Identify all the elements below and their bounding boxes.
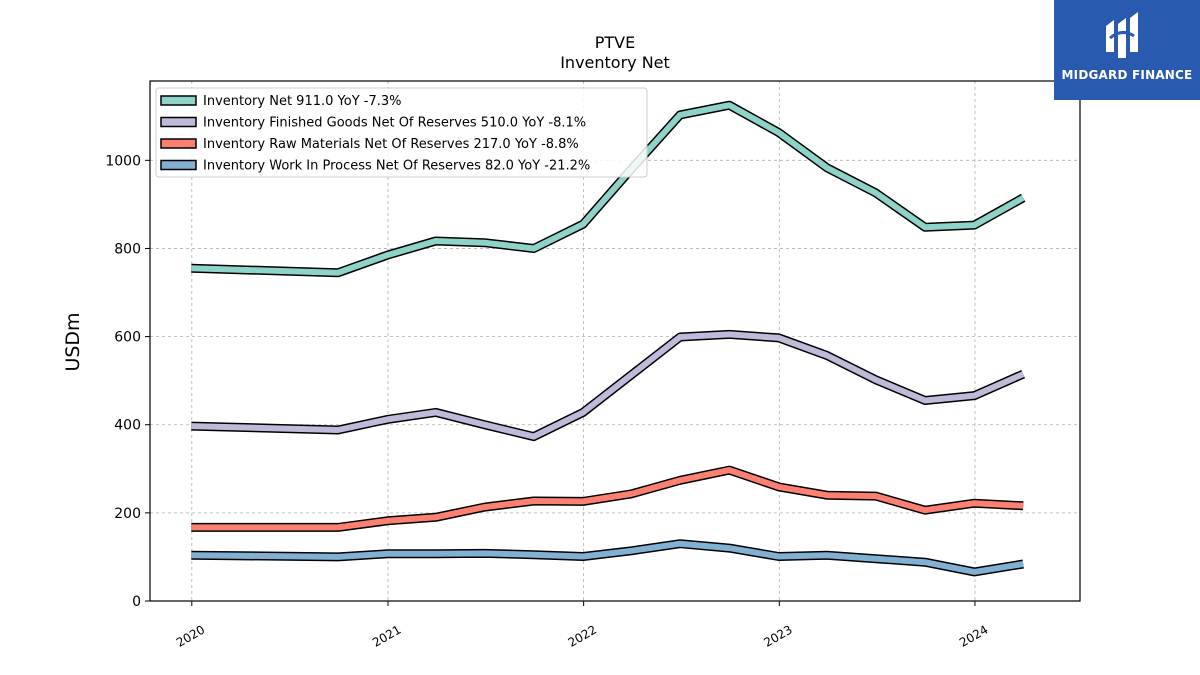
axes: 0 200 400 600 800 1000 2020 2021 2022 2023 2024 xyxy=(105,153,990,650)
legend-label: Inventory Finished Goods Net Of Reserves… xyxy=(203,116,586,131)
y-tick-label: 1000 xyxy=(105,153,141,169)
legend-swatch xyxy=(160,116,197,128)
legend-swatch xyxy=(160,159,197,171)
series-outline-1 xyxy=(191,329,1026,442)
legend-label: Inventory Net 911.0 YoY -7.3% xyxy=(203,94,402,109)
y-tick-label: 0 xyxy=(132,594,141,610)
x-tick-label: 2020 xyxy=(174,622,207,649)
legend-swatch xyxy=(160,138,197,149)
y-tick-label: 800 xyxy=(114,241,141,257)
x-tick-label: 2022 xyxy=(566,622,599,649)
legend: Inventory Net 911.0 YoY -7.3% Inventory F… xyxy=(155,87,648,178)
x-tick-label: 2023 xyxy=(761,622,794,649)
series-lines xyxy=(191,100,1026,577)
series-line-2 xyxy=(191,467,1024,531)
x-tick-label: 2024 xyxy=(957,622,990,649)
logo-text: MIDGARD FINANCE xyxy=(1061,68,1193,82)
legend-swatch xyxy=(160,95,197,106)
brand-logo: MIDGARD FINANCE xyxy=(1054,0,1200,100)
plot-frame xyxy=(149,80,1081,602)
chart-title: PTVE xyxy=(595,33,635,52)
legend-label: Inventory Raw Materials Net Of Reserves … xyxy=(203,137,579,152)
chart-subtitle: Inventory Net xyxy=(560,53,670,72)
x-tick-label: 2021 xyxy=(370,622,403,649)
y-axis-label: USDm xyxy=(62,312,84,371)
y-tick-label: 400 xyxy=(114,418,141,434)
y-tick-label: 600 xyxy=(114,330,141,346)
y-tick-label: 200 xyxy=(114,506,141,522)
series-line-1 xyxy=(191,331,1025,440)
legend-label: Inventory Work In Process Net Of Reserve… xyxy=(203,159,590,174)
legend-box xyxy=(155,87,648,178)
logo-mark-icon xyxy=(1106,12,1138,58)
series-line-0 xyxy=(191,102,1025,276)
series-line-3 xyxy=(191,540,1024,575)
